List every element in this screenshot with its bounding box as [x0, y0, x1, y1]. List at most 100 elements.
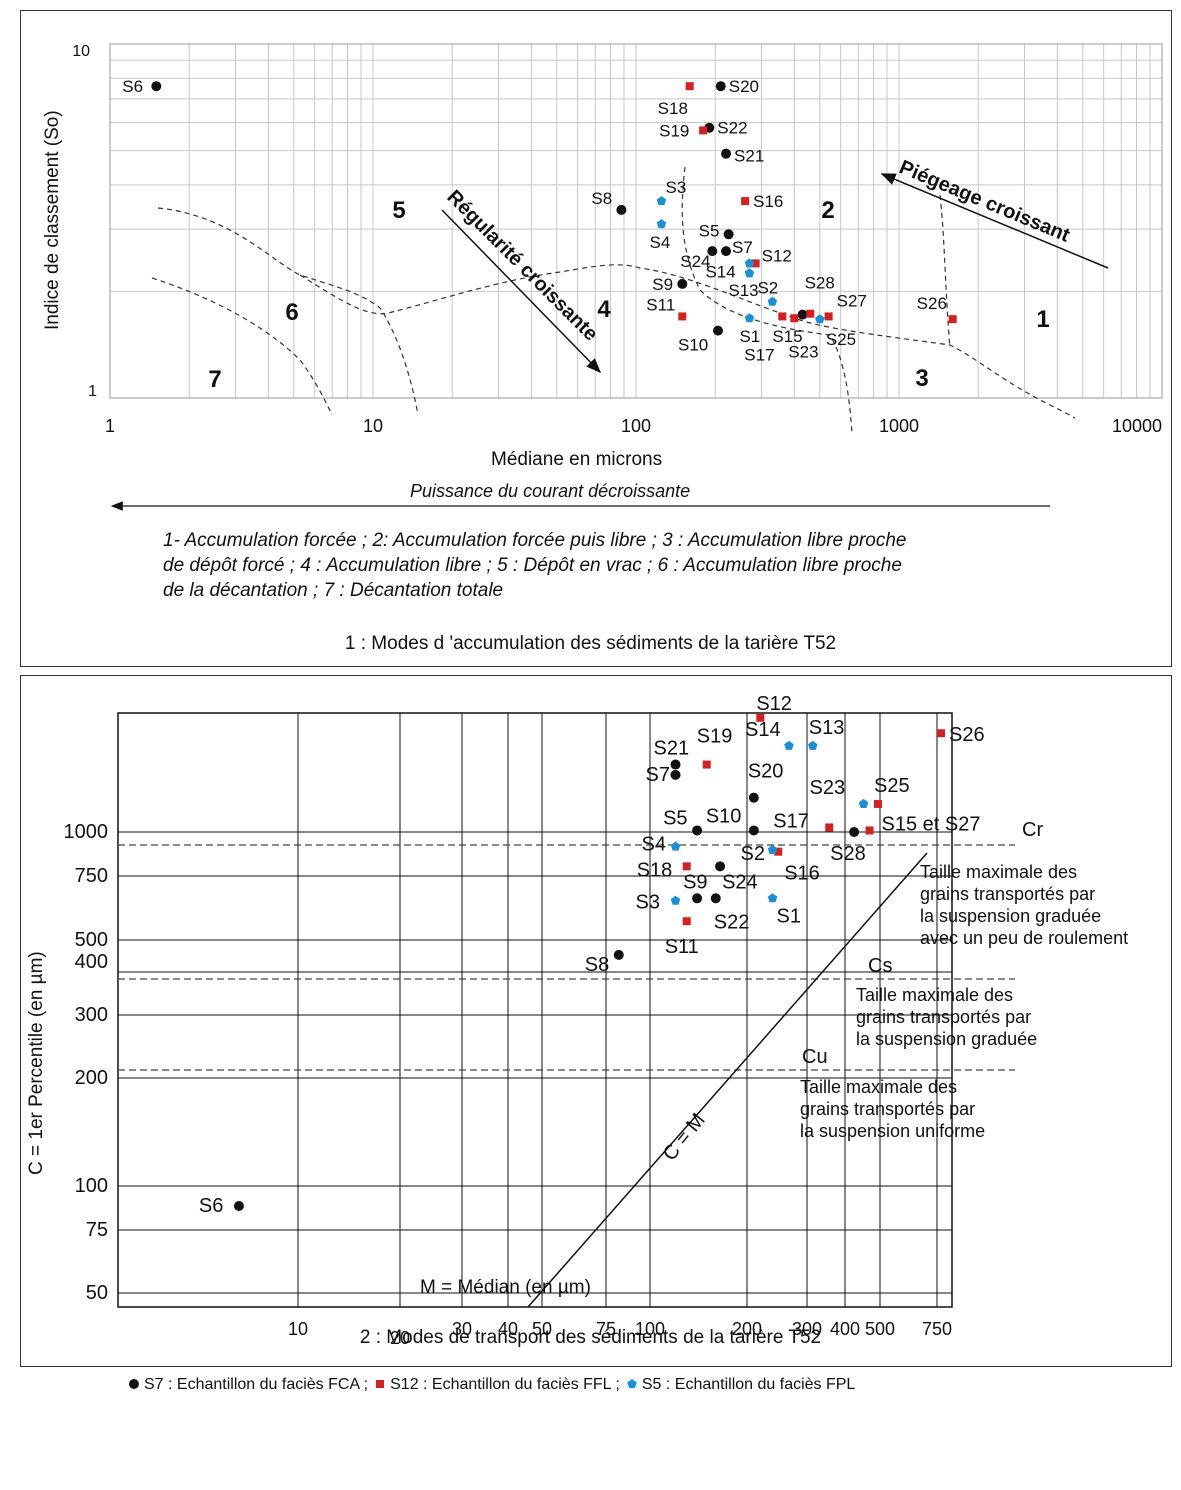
- chart2-x-tick-label: 10: [288, 1319, 308, 1339]
- chart1-y-tick-label: 1: [88, 383, 97, 400]
- chart1-x-tick-label: 1: [105, 416, 115, 436]
- chart1-point-label: S27: [837, 291, 867, 310]
- chart2-point-s5: [692, 825, 703, 836]
- chart2-x-tick-label: 20: [390, 1328, 410, 1348]
- c-equals-m-label: C = M: [659, 1109, 710, 1165]
- chart2-x-tick-label: 75: [596, 1319, 616, 1339]
- chart1-point-label: S17: [744, 345, 774, 364]
- chart1-point-s16: [741, 197, 750, 206]
- chart1-point-s10: [712, 325, 723, 336]
- zone-note-line: de la décantation ; 7 : Décantation tota…: [163, 580, 504, 601]
- chart2-y-tick-label: 400: [75, 951, 108, 973]
- legend-item: S7 : Echantillon du faciès FCA ;: [128, 1376, 368, 1393]
- chart2-x-tick-label: 500: [865, 1319, 895, 1339]
- chart2-point-label: S8: [585, 954, 609, 976]
- panel-1-title: 1 : Modes d 'accumulation des sédiments …: [344, 633, 837, 654]
- facies-legend: S7 : Echantillon du faciès FCA ; S12 : Ec…: [0, 1366, 1181, 1490]
- chart2-point-s23: [858, 798, 869, 808]
- chart1-point-label: S13: [728, 281, 758, 300]
- chart2-point-s22: [710, 893, 721, 904]
- chart2-point-s26: [937, 729, 945, 738]
- chart1-zone-boundary: [681, 166, 853, 436]
- chart2-y-tick-label: 750: [75, 865, 108, 887]
- reference-description-line: Taille maximale des: [920, 862, 1077, 882]
- chart2-point-s19: [702, 760, 711, 769]
- chart1-point-label: S14: [705, 262, 735, 281]
- chart2-point-label: S28: [830, 843, 866, 865]
- chart2-point-s3: [670, 895, 681, 905]
- chart2-point-s17: [825, 823, 834, 832]
- piegeage-label: Piégeage croissant: [896, 156, 1073, 247]
- chart2-point-s2: [767, 844, 778, 854]
- reference-description-line: la suspension graduée: [856, 1029, 1037, 1049]
- chart2-point-s9: [692, 893, 703, 904]
- chart1-point-s3: [656, 196, 667, 206]
- chart2-x-tick-label: 40: [498, 1319, 518, 1339]
- chart1-point-s8: [616, 204, 627, 215]
- chart2-plot-area: [117, 712, 953, 1308]
- panel-1: [20, 10, 1172, 667]
- chart1-zone-boundary: [157, 207, 419, 416]
- chart2-point-s21: [670, 759, 681, 770]
- chart2-point-label: S19: [697, 726, 733, 748]
- chart2-x-tick-label: 400: [830, 1319, 860, 1339]
- legend-label: S7 : Echantillon du faciès FCA ;: [144, 1376, 369, 1393]
- legend-item: S12 : Echantillon du faciès FFL ;: [374, 1376, 620, 1393]
- chart1-point-label: S4: [649, 233, 670, 252]
- chart2-point-label: S20: [748, 761, 784, 783]
- legend-marker: [129, 1379, 139, 1389]
- chart2-point-s24: [715, 861, 726, 872]
- chart2-point-s7: [670, 769, 681, 780]
- chart2-point-s25: [873, 799, 882, 808]
- chart2-point-label: S4: [642, 834, 666, 856]
- chart1-point-s28: [797, 309, 808, 320]
- chart1-x-axis-label: Médiane en microns: [491, 449, 663, 470]
- legend-symbol: [376, 1380, 385, 1388]
- reference-label: Cs: [868, 955, 892, 977]
- chart2-point-label: S10: [706, 805, 742, 827]
- reference-description-line: la suspension uniforme: [800, 1121, 985, 1141]
- chart1-point-s1: [744, 313, 755, 323]
- chart1-point-s12: [751, 259, 760, 268]
- chart2-x-tick-label: 30: [452, 1319, 472, 1339]
- chart2-point-label: S1: [777, 905, 801, 927]
- chart2-point-label: S12: [756, 693, 792, 715]
- chart1-point-label: S20: [729, 77, 759, 96]
- chart2-point-label: S14: [745, 719, 781, 741]
- chart1-point-label: S18: [658, 99, 688, 118]
- piegeage-arrow: [880, 173, 1109, 269]
- chart1-point-label: S21: [734, 147, 764, 166]
- chart2-y-tick-label: 200: [75, 1067, 108, 1089]
- chart1-x-tick-label: 10: [363, 416, 383, 436]
- reference-label: Cr: [1022, 819, 1043, 841]
- chart2-point-label: S13: [809, 717, 845, 739]
- legend-label: S5 : Echantillon du faciès FPL: [641, 1376, 856, 1393]
- chart2-y-tick-label: 300: [75, 1004, 108, 1026]
- chart1-x-tick-label: 10000: [1112, 416, 1162, 436]
- regularite-arrow: [441, 209, 602, 374]
- reference-label: Cu: [802, 1046, 828, 1068]
- panel-2: [20, 675, 1172, 1367]
- chart1-point-s18: [685, 82, 694, 91]
- chart2-point-s10: [748, 825, 759, 836]
- chart2-point-s11: [682, 917, 691, 926]
- chart2-x-tick-label: 100: [635, 1319, 665, 1339]
- chart2-y-tick-label: 50: [86, 1282, 108, 1304]
- chart1-point-label: S8: [591, 189, 612, 208]
- chart1-zone-label: 6: [285, 299, 298, 326]
- chart1-point-label: S26: [917, 294, 947, 313]
- chart1-point-s4: [656, 219, 667, 229]
- chart1-point-label: S2: [757, 278, 778, 297]
- chart2-point-label: S5: [663, 807, 687, 829]
- chart2-point-label: S15 et S27: [882, 813, 981, 835]
- chart1-point-label: S10: [678, 336, 708, 355]
- chart1-point-label: S3: [665, 178, 686, 197]
- chart1-point-s21: [721, 148, 732, 159]
- chart2-point-s15-et-s27: [865, 826, 874, 835]
- chart2-y-tick-label: 1000: [64, 821, 109, 843]
- chart2-point-s16: [774, 847, 783, 856]
- chart1-point-s20: [715, 81, 726, 92]
- chart2-point-label: S16: [784, 863, 820, 885]
- chart1-point-label: S11: [646, 295, 675, 314]
